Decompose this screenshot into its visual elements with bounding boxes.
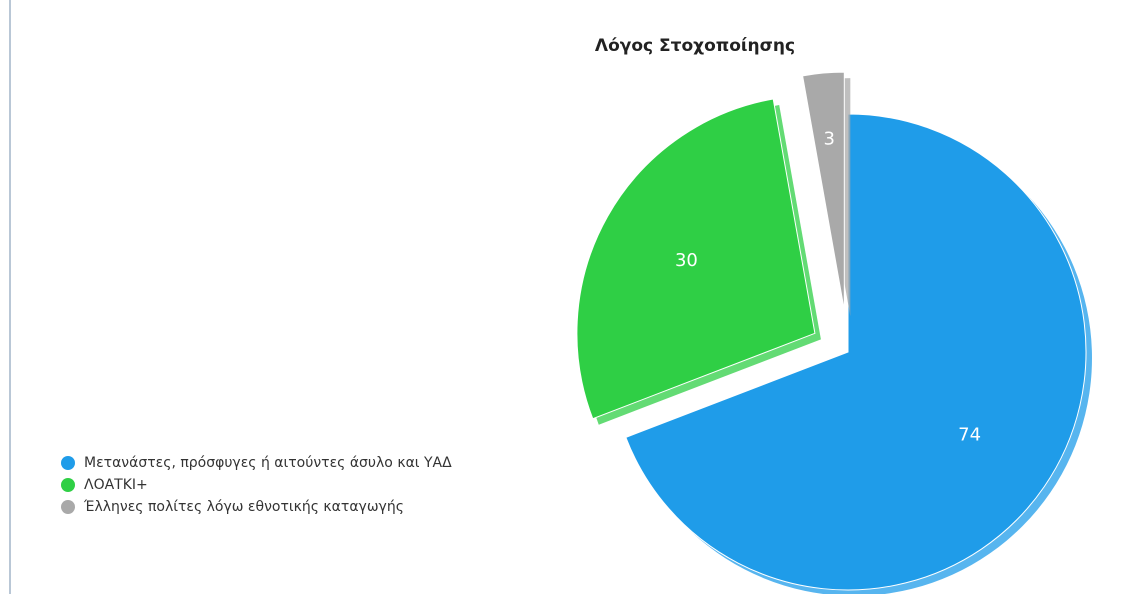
legend-marker xyxy=(61,478,75,492)
pie-slice xyxy=(625,113,1087,591)
pie-slice xyxy=(802,71,845,311)
legend-label: Μετανάστες, πρόσφυγες ή αιτούντες άσυλο … xyxy=(84,455,452,471)
data-label: 3 xyxy=(824,128,835,149)
legend-label: Έλληνες πολίτες λόγω εθνοτικής καταγωγής xyxy=(83,499,404,515)
data-label: 74 xyxy=(958,425,981,446)
pie-slice xyxy=(576,98,816,420)
legend-label: ΛΟΑΤΚΙ+ xyxy=(84,477,148,493)
chart-title: Λόγος Στοχοποίησης xyxy=(595,36,795,56)
data-label: 30 xyxy=(675,250,698,271)
legend-marker xyxy=(61,456,75,470)
legend-marker xyxy=(61,500,75,514)
